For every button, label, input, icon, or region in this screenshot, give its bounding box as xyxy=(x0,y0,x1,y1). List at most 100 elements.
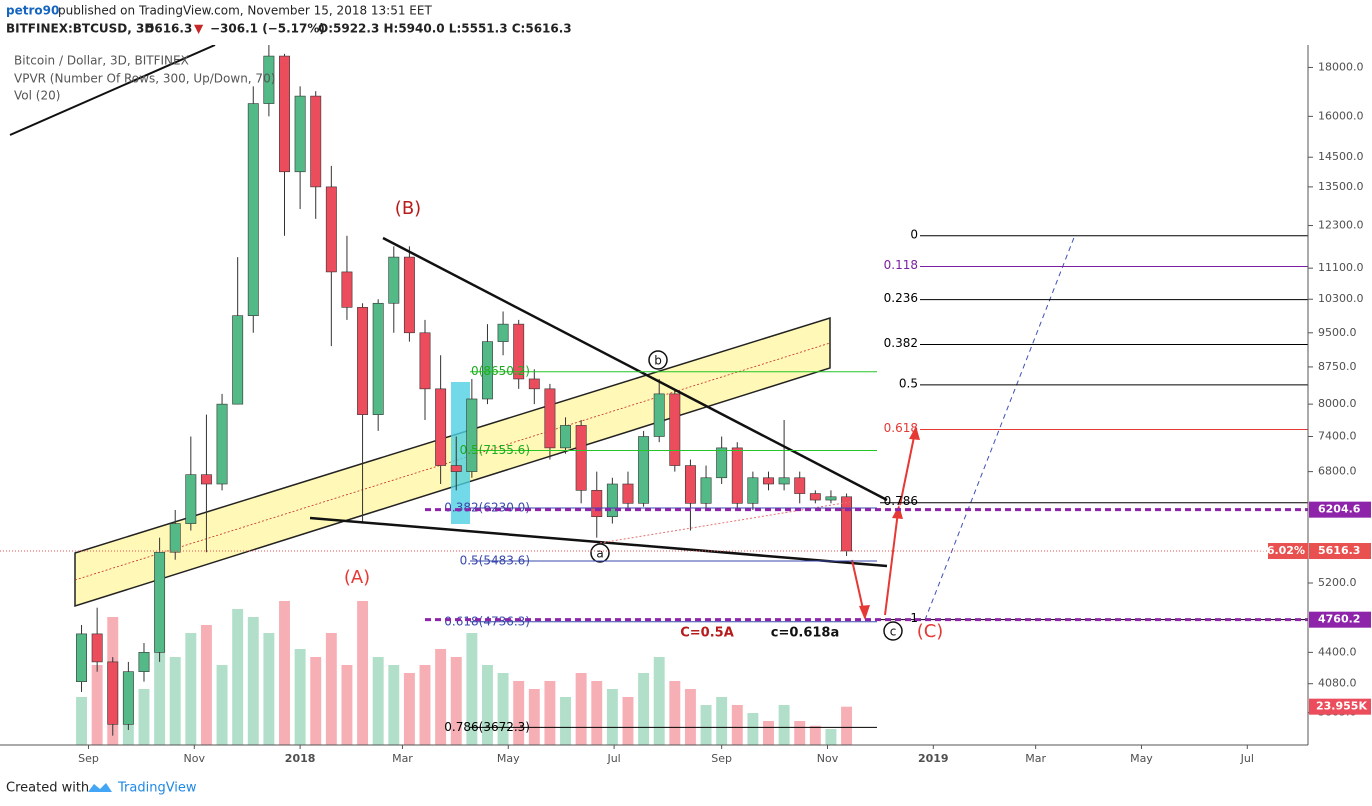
volume-bar xyxy=(716,697,728,745)
candle-body xyxy=(154,551,166,653)
candle-body xyxy=(731,447,743,504)
volume-bar xyxy=(403,673,415,745)
candle-body xyxy=(575,425,587,491)
volume-bar xyxy=(76,697,87,745)
y-tick-label: 4080.0 xyxy=(1318,677,1357,690)
y-tick-label: 8000.0 xyxy=(1318,397,1357,410)
candle-body xyxy=(325,186,337,273)
candle-body xyxy=(528,378,540,390)
volume-bar xyxy=(794,721,806,745)
candle-body xyxy=(513,323,525,380)
volume-label: 23.955K xyxy=(1316,700,1367,713)
candle-body xyxy=(700,477,712,504)
x-tick-label: Mar xyxy=(1025,752,1046,765)
candle-body xyxy=(638,436,650,504)
volume-bar xyxy=(638,673,650,745)
candle-body xyxy=(794,477,806,494)
candle-body xyxy=(669,393,681,466)
wave-label: c xyxy=(890,625,897,639)
x-tick-label: Mar xyxy=(392,752,413,765)
arrow xyxy=(884,511,899,616)
candle-body xyxy=(497,323,509,342)
fib-label: 0.5(5483.6) xyxy=(460,553,530,567)
x-tick-label: May xyxy=(1130,752,1153,765)
candle-body xyxy=(482,341,493,400)
wave-label: a xyxy=(596,547,603,561)
fib-label: 0(8650.2) xyxy=(471,364,530,378)
candle-body xyxy=(606,483,618,518)
candle-body xyxy=(763,477,774,485)
candle-body xyxy=(841,496,853,552)
volume-bar xyxy=(684,689,696,745)
trendline xyxy=(382,236,888,502)
fib-label: 0.5(7155.6) xyxy=(460,443,530,457)
volume-bar xyxy=(216,665,228,745)
price-label-bg xyxy=(1309,611,1371,628)
wave-label: (A) xyxy=(344,567,370,588)
price-label: 5616.3 xyxy=(1318,544,1360,557)
volume-bar xyxy=(591,681,603,745)
volume-bar xyxy=(700,705,712,745)
legend-entry: Vol (20) xyxy=(14,89,60,103)
candle-body xyxy=(435,388,447,466)
fib-label: 0.382 xyxy=(884,336,918,350)
y-tick-label: 6800.0 xyxy=(1318,465,1357,478)
footer-brand[interactable]: TradingView xyxy=(117,781,197,796)
volume-bar xyxy=(138,689,150,745)
arrow-head xyxy=(892,505,903,519)
candle-body xyxy=(341,271,353,308)
candle-body xyxy=(372,302,384,415)
wave-label: (B) xyxy=(395,198,421,219)
fib-label: 0.118 xyxy=(884,258,918,272)
volume-label-bg xyxy=(1309,698,1371,715)
wave-circle xyxy=(590,543,610,563)
volume-bar xyxy=(450,657,462,745)
volume-bar xyxy=(294,649,306,745)
candle-body xyxy=(200,474,212,485)
symbol: BITFINEX:BTCUSD, 3D xyxy=(6,22,154,36)
candle-body xyxy=(591,490,603,518)
volume-bar xyxy=(731,705,743,745)
volume-bar xyxy=(763,721,774,745)
candle-body xyxy=(107,661,119,725)
y-tick-label: 10300.0 xyxy=(1318,292,1364,305)
volume-bar xyxy=(169,657,181,745)
candle-body xyxy=(122,671,134,725)
fib-label: 0.618 xyxy=(884,421,918,435)
candle-body xyxy=(310,95,322,188)
last: 5616.3 xyxy=(146,22,192,36)
x-tick-label: 2019 xyxy=(918,752,949,765)
projection xyxy=(924,234,1076,621)
candle-body xyxy=(169,523,181,553)
volume-bar xyxy=(310,657,322,745)
arrow xyxy=(899,431,916,506)
arrow-head xyxy=(859,605,870,620)
candle-body xyxy=(91,633,103,663)
price-label-bg xyxy=(1309,543,1371,560)
candle-body xyxy=(747,477,759,504)
volume-bar xyxy=(513,681,525,745)
change: −306.1 (−5.17%) xyxy=(210,22,325,36)
y-tick-label: 13500.0 xyxy=(1318,180,1364,193)
candle-body xyxy=(263,55,275,104)
volume-bar xyxy=(247,617,259,745)
volume-bar xyxy=(778,705,790,745)
y-tick-label: 11100.0 xyxy=(1318,261,1364,274)
wave-circle xyxy=(883,621,903,641)
volume-bar xyxy=(809,725,821,745)
candle-body xyxy=(544,388,556,449)
x-tick-label: Sep xyxy=(711,752,732,765)
volume-bar xyxy=(154,649,166,745)
volume-bar xyxy=(841,706,853,745)
fib-label: 0.786 xyxy=(884,494,918,508)
y-tick-label: 4400.0 xyxy=(1318,645,1357,658)
candle-body xyxy=(185,474,197,524)
fib-label: 0.786(3672.3) xyxy=(444,720,530,734)
candle-body xyxy=(560,425,571,449)
volume-bar xyxy=(419,665,431,745)
fib-label: 0.618(4736.3) xyxy=(444,614,530,628)
volume-bar xyxy=(560,697,571,745)
candle-body xyxy=(279,55,290,173)
price-label: 6204.6 xyxy=(1318,503,1361,516)
volume-bar xyxy=(341,665,353,745)
